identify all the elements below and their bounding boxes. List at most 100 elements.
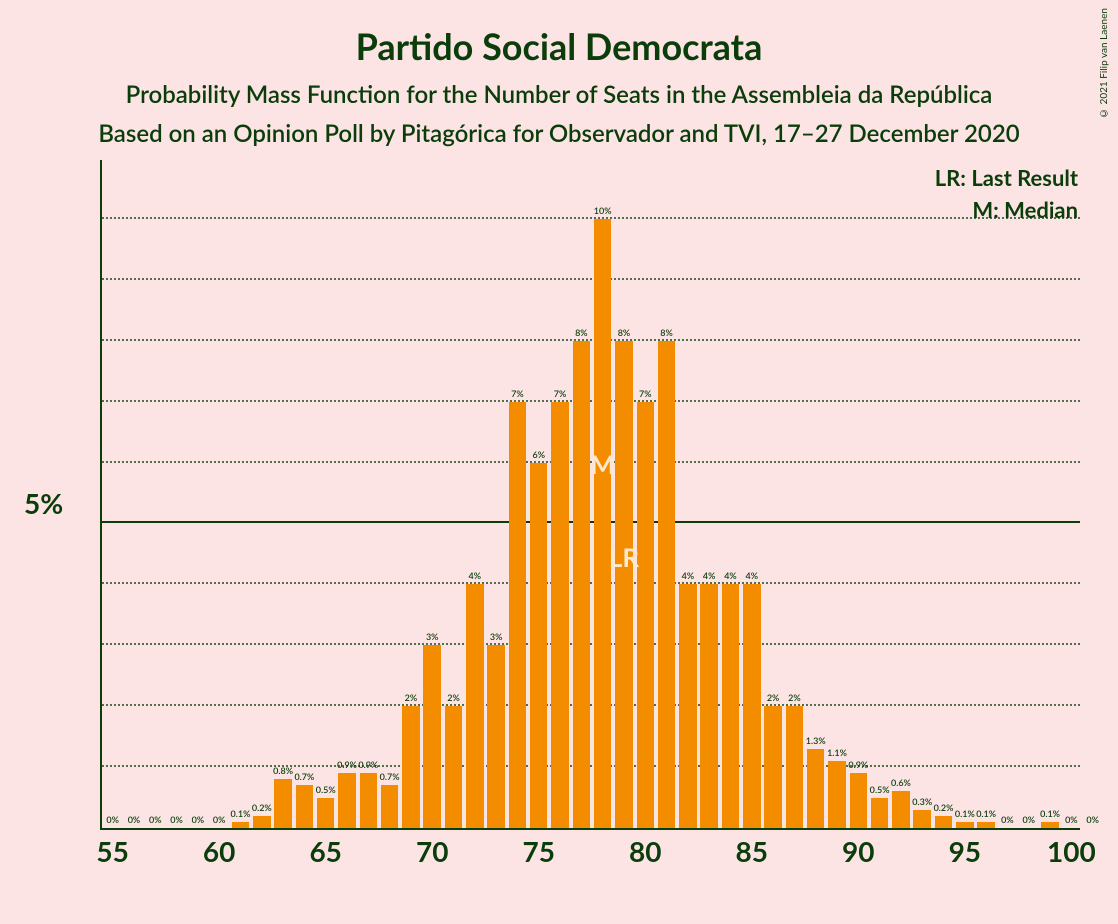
bar-value-label: 0.9% xyxy=(337,759,357,770)
bar xyxy=(338,773,355,828)
bar xyxy=(892,791,909,828)
bar xyxy=(850,773,867,828)
bar xyxy=(317,798,334,828)
copyright-text: © 2021 Filip van Laenen xyxy=(1098,8,1110,119)
bar-value-label: 0% xyxy=(213,814,226,825)
bar-value-label: 0.7% xyxy=(294,771,314,782)
bar xyxy=(594,219,611,828)
bar-value-label: 2% xyxy=(767,692,780,703)
bar xyxy=(722,584,739,828)
chart-plot-area: 5% 0%0%0%0%0%0%0.1%0.2%0.8%0.7%0.5%0.9%0… xyxy=(100,160,1080,830)
bar-value-label: 0.8% xyxy=(273,765,293,776)
x-tick-label: 90 xyxy=(842,834,874,868)
bar-value-label: 3% xyxy=(426,631,439,642)
bar-value-label: 7% xyxy=(639,388,652,399)
x-tick-label: 60 xyxy=(203,834,235,868)
bar xyxy=(913,810,930,828)
bar xyxy=(232,822,249,828)
bar-value-label: 0.1% xyxy=(231,808,251,819)
bar-value-label: 4% xyxy=(724,570,737,581)
bar-value-label: 0.1% xyxy=(955,808,975,819)
bar xyxy=(487,645,504,828)
bar-value-label: 0% xyxy=(106,814,119,825)
bar xyxy=(573,341,590,828)
bar-value-label: 1.3% xyxy=(806,735,826,746)
bar-value-label: 0.3% xyxy=(912,796,932,807)
bar xyxy=(658,341,675,828)
bar xyxy=(445,706,462,828)
bar xyxy=(509,402,526,828)
bar xyxy=(764,706,781,828)
bar xyxy=(296,785,313,828)
x-tick-label: 55 xyxy=(96,834,128,868)
bar xyxy=(700,584,717,828)
bar-value-label: 0.7% xyxy=(380,771,400,782)
bar xyxy=(274,779,291,828)
x-tick-label: 100 xyxy=(1047,834,1096,868)
x-tick-label: 65 xyxy=(309,834,341,868)
bar-value-label: 4% xyxy=(682,570,695,581)
bar-value-label: 8% xyxy=(660,327,673,338)
bar-value-label: 0% xyxy=(149,814,162,825)
bar-value-label: 2% xyxy=(788,692,801,703)
x-tick-label: 85 xyxy=(736,834,768,868)
chart-title: Partido Social Democrata xyxy=(0,0,1118,68)
chart-source: Based on an Opinion Poll by Pitagórica f… xyxy=(0,109,1118,148)
x-tick-label: 75 xyxy=(522,834,554,868)
bar xyxy=(1041,822,1058,828)
bar-value-label: 8% xyxy=(575,327,588,338)
bar-value-label: 0% xyxy=(1001,814,1014,825)
bar xyxy=(402,706,419,828)
bar-value-label: 2% xyxy=(447,692,460,703)
bar xyxy=(956,822,973,828)
bar xyxy=(530,463,547,828)
bar-value-label: 3% xyxy=(490,631,503,642)
bar xyxy=(786,706,803,828)
bar-value-label: 7% xyxy=(511,388,524,399)
bar-value-label: 0.9% xyxy=(358,759,378,770)
bar xyxy=(935,816,952,828)
bar-value-label: 0% xyxy=(1065,814,1078,825)
x-tick-label: 70 xyxy=(416,834,448,868)
bar xyxy=(977,822,994,828)
bar-value-label: 1.1% xyxy=(827,747,847,758)
x-tick-label: 80 xyxy=(629,834,661,868)
bars-container: 0%0%0%0%0%0%0.1%0.2%0.8%0.7%0.5%0.9%0.9%… xyxy=(102,160,1080,828)
bar xyxy=(828,761,845,828)
bar xyxy=(466,584,483,828)
bar-value-label: 0% xyxy=(1022,814,1035,825)
bar-value-label: 0.5% xyxy=(870,784,890,795)
bar-value-label: 0% xyxy=(170,814,183,825)
bar-value-label: 0.2% xyxy=(934,802,954,813)
bar-value-label: 0.6% xyxy=(891,777,911,788)
bar-value-label: 8% xyxy=(618,327,631,338)
bar xyxy=(637,402,654,828)
bar-value-label: 4% xyxy=(746,570,759,581)
bar xyxy=(615,341,632,828)
bar-value-label: 0% xyxy=(1086,814,1099,825)
bar xyxy=(381,785,398,828)
bar xyxy=(807,749,824,828)
bar-value-label: 0.9% xyxy=(848,759,868,770)
bar-value-label: 7% xyxy=(554,388,567,399)
bar-value-label: 4% xyxy=(703,570,716,581)
bar-value-label: 0.5% xyxy=(316,784,336,795)
bar xyxy=(743,584,760,828)
bar xyxy=(551,402,568,828)
bar-value-label: 0.1% xyxy=(976,808,996,819)
bar-value-label: 2% xyxy=(405,692,418,703)
bar xyxy=(679,584,696,828)
bar xyxy=(253,816,270,828)
bar-value-label: 6% xyxy=(532,449,545,460)
bar-value-label: 0.1% xyxy=(1040,808,1060,819)
bar-annotation: M xyxy=(590,448,615,480)
x-tick-label: 95 xyxy=(949,834,981,868)
chart-subtitle: Probability Mass Function for the Number… xyxy=(0,68,1118,109)
bar-value-label: 10% xyxy=(594,205,612,216)
y-axis-label: 5% xyxy=(24,486,63,520)
bar-value-label: 0% xyxy=(128,814,141,825)
bar-value-label: 0% xyxy=(192,814,205,825)
bar xyxy=(871,798,888,828)
bar xyxy=(423,645,440,828)
bar xyxy=(360,773,377,828)
